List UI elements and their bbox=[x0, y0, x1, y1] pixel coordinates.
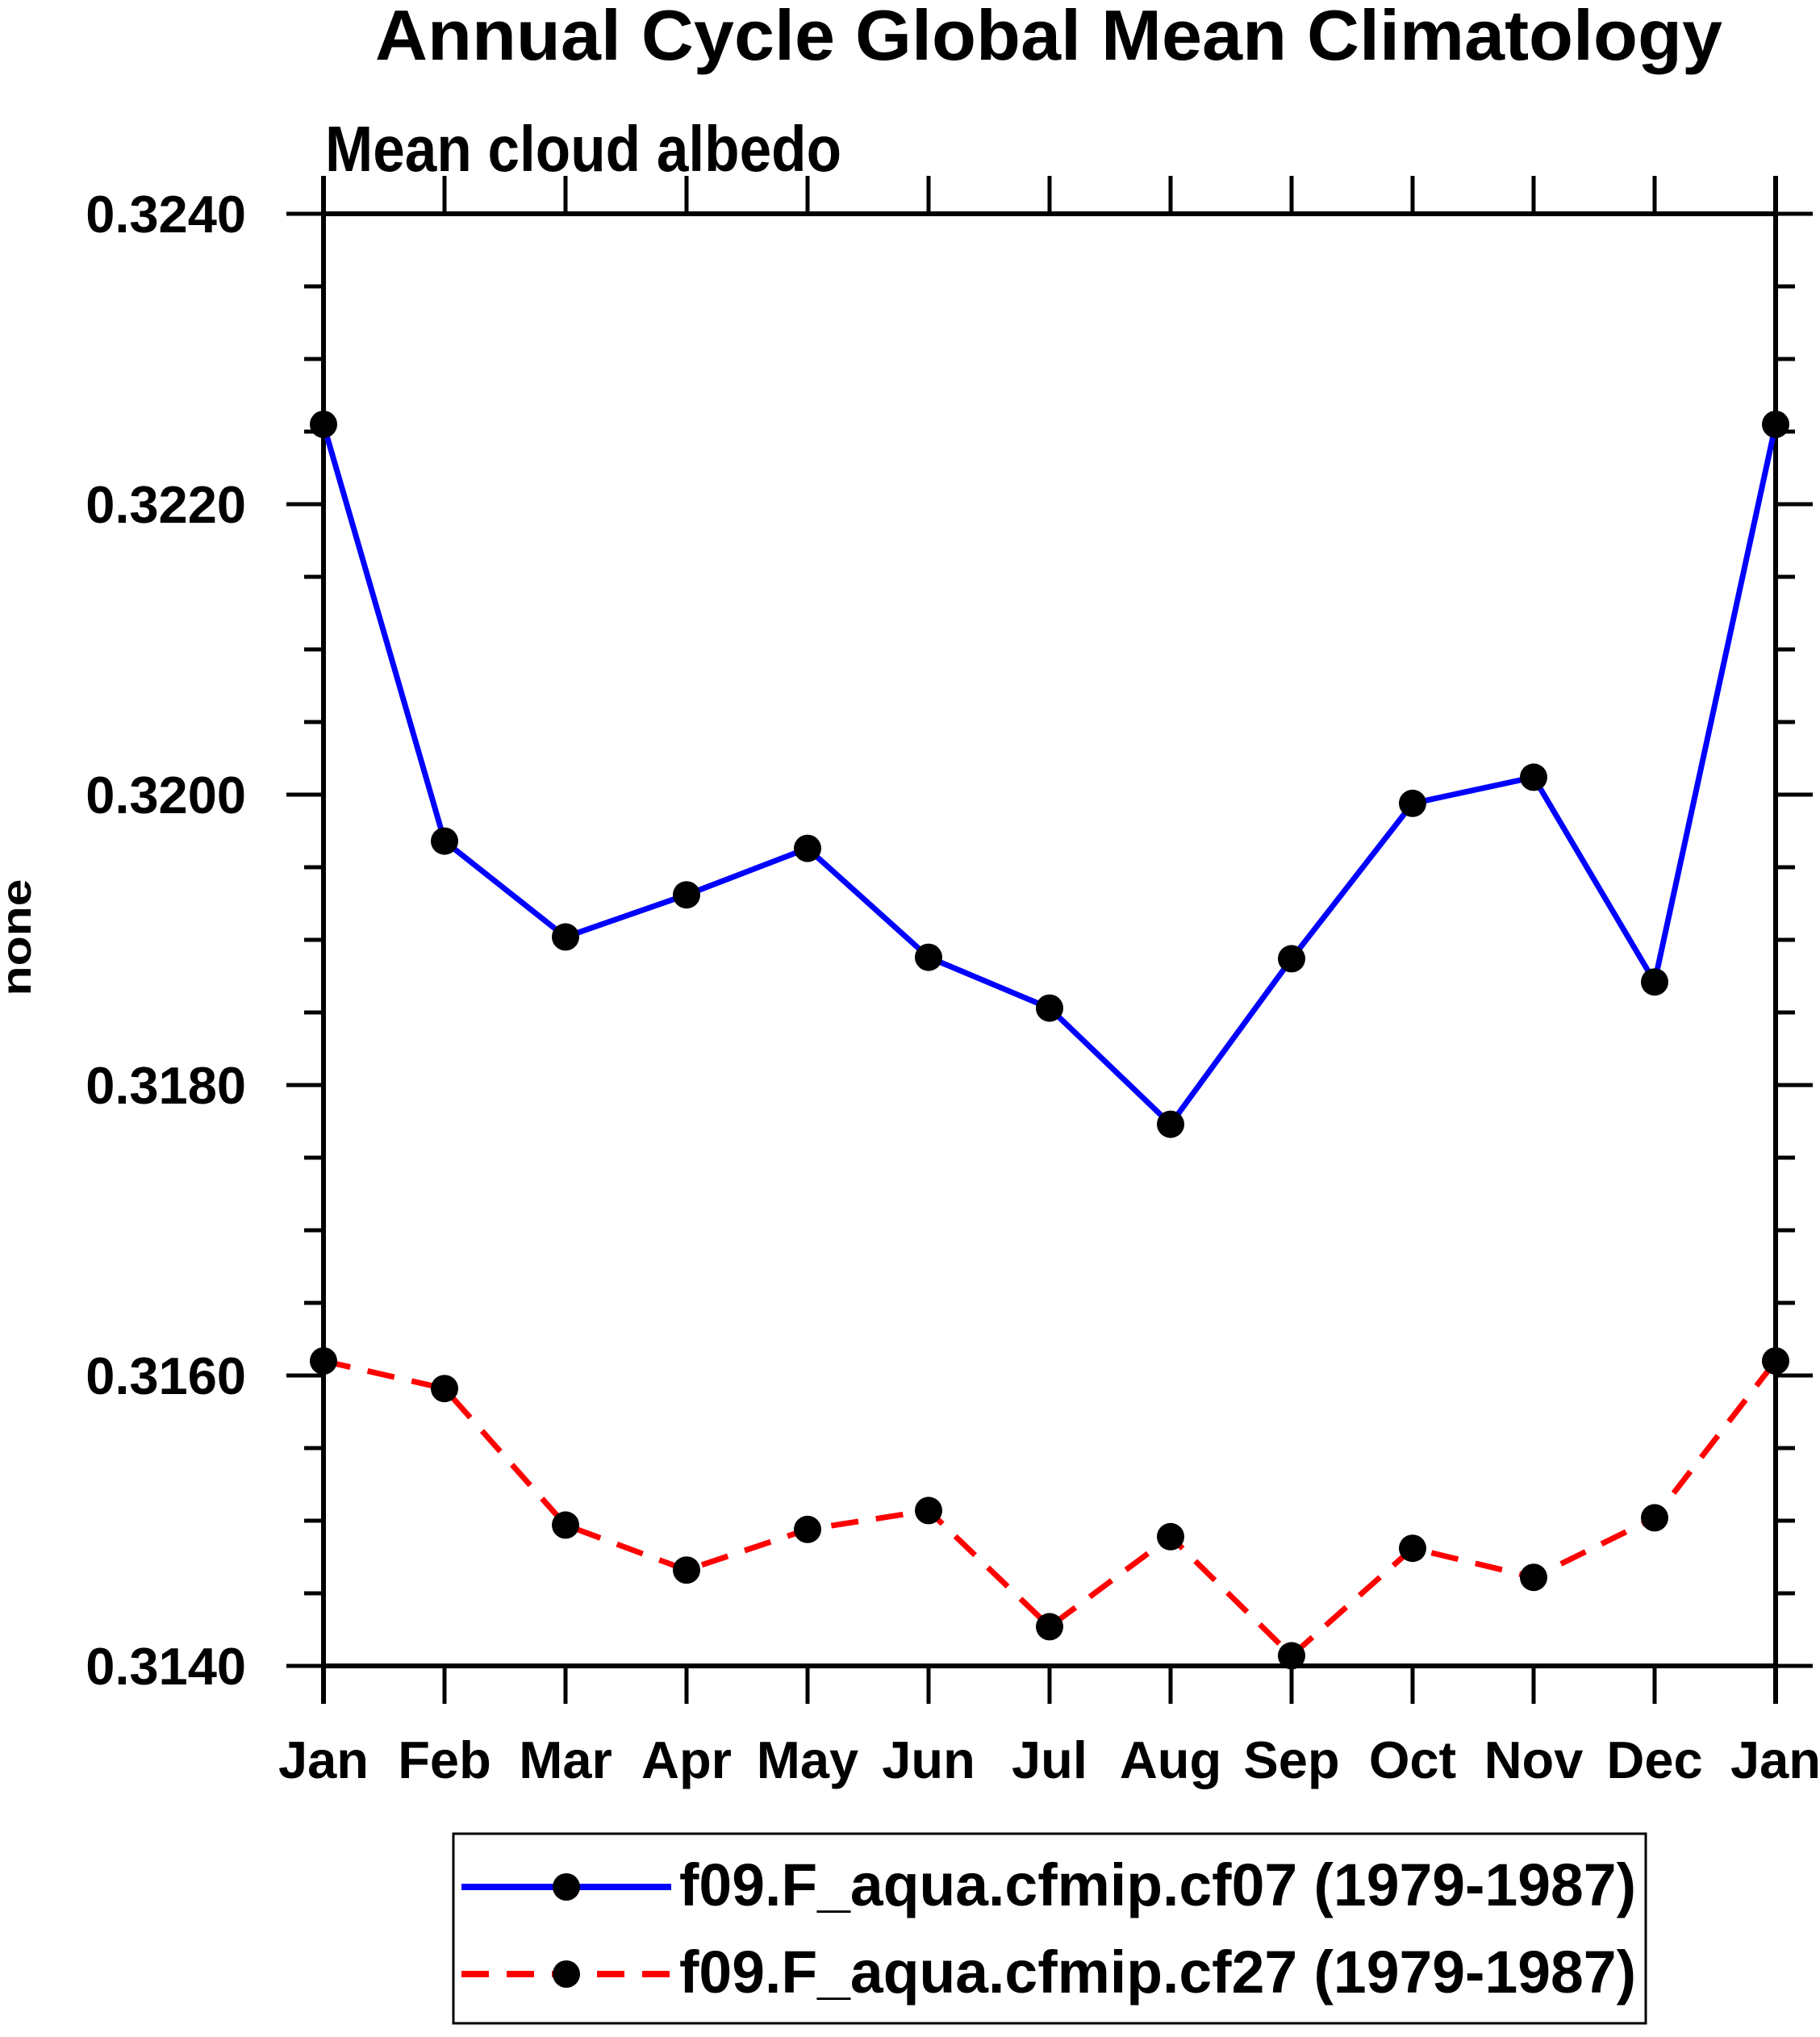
x-tick-label: Jan bbox=[1730, 1730, 1820, 1789]
series-1-marker bbox=[310, 1347, 337, 1375]
x-tick-label: Feb bbox=[398, 1730, 491, 1789]
legend-marker-0 bbox=[553, 1873, 580, 1901]
series-0-marker bbox=[1399, 789, 1426, 817]
series-1-marker bbox=[1278, 1642, 1305, 1670]
series-line-1 bbox=[323, 1358, 1778, 1659]
series-0-marker bbox=[673, 881, 700, 909]
x-tick-label: Aug bbox=[1120, 1730, 1221, 1789]
legend-label-1: f09.F_aqua.cfmip.cf27 (1979-1987) bbox=[679, 1939, 1636, 2006]
x-tick-label: Jun bbox=[882, 1730, 975, 1789]
x-tick-label: May bbox=[757, 1730, 858, 1789]
x-tick-label: Mar bbox=[519, 1730, 612, 1789]
series-1-marker bbox=[673, 1556, 700, 1584]
chart-subtitle: Mean cloud albedo bbox=[325, 113, 841, 185]
x-tick-label: Nov bbox=[1484, 1730, 1584, 1789]
series-0-marker bbox=[915, 943, 942, 971]
series-0-marker bbox=[431, 827, 458, 855]
series-0-marker bbox=[552, 923, 579, 951]
x-tick-label: Jan bbox=[278, 1730, 369, 1789]
series-1-marker bbox=[1399, 1534, 1426, 1563]
chart-title: Annual Cycle Global Mean Climatology bbox=[375, 0, 1722, 75]
x-tick-label: Apr bbox=[641, 1730, 732, 1789]
series-1-marker bbox=[1762, 1347, 1789, 1375]
y-tick-label: 0.3160 bbox=[86, 1346, 246, 1405]
legend-box bbox=[452, 1832, 1647, 2025]
series-0-marker bbox=[310, 411, 337, 438]
x-tick-label: Dec bbox=[1606, 1730, 1702, 1789]
series-0-marker bbox=[1641, 968, 1668, 996]
series-1-marker bbox=[1520, 1563, 1547, 1592]
x-tick-label: Sep bbox=[1243, 1730, 1339, 1789]
y-tick-label: 0.3180 bbox=[86, 1056, 246, 1115]
series-1-marker bbox=[915, 1496, 942, 1525]
series-1-marker bbox=[431, 1375, 458, 1403]
series-1-marker bbox=[1641, 1504, 1668, 1532]
x-tick-label: Jul bbox=[1012, 1730, 1087, 1789]
series-0-marker bbox=[1762, 411, 1789, 438]
y-tick-label: 0.3220 bbox=[86, 475, 246, 534]
series-0-marker bbox=[1036, 994, 1063, 1022]
y-tick-label: 0.3140 bbox=[86, 1637, 246, 1696]
series-0-marker bbox=[794, 834, 821, 862]
series-1-marker bbox=[1036, 1613, 1063, 1641]
series-1-marker bbox=[794, 1515, 821, 1543]
legend-marker-1 bbox=[553, 1960, 580, 1988]
legend-label-0: f09.F_aqua.cfmip.cf07 (1979-1987) bbox=[679, 1851, 1636, 1918]
y-tick-label: 0.3200 bbox=[86, 766, 246, 824]
y-axis-label: none bbox=[0, 879, 40, 996]
series-0-marker bbox=[1520, 763, 1547, 791]
series-1-marker bbox=[1157, 1522, 1184, 1551]
x-tick-label: Oct bbox=[1369, 1730, 1456, 1789]
series-0-marker bbox=[1278, 945, 1305, 973]
y-tick-label: 0.3240 bbox=[86, 185, 246, 244]
series-0-marker bbox=[1157, 1110, 1184, 1138]
series-1-marker bbox=[552, 1511, 579, 1539]
